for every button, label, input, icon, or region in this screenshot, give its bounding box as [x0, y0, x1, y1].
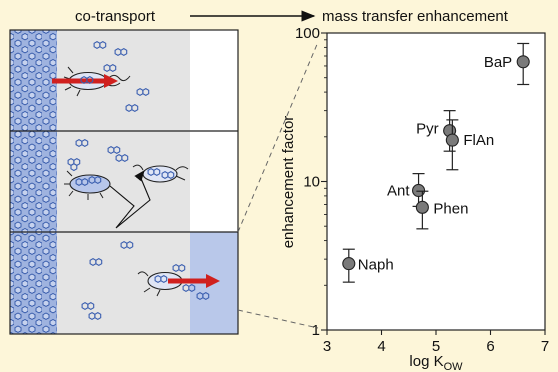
x-axis-label-sub: OW	[444, 361, 464, 372]
x-tick-label-2: 5	[432, 338, 440, 355]
y-tick-label-0: 1	[312, 322, 320, 339]
y-tick-label-1: 10	[303, 174, 320, 191]
bacterium-scene-2	[64, 139, 189, 229]
schematic-panels	[9, 29, 239, 335]
point-label-phen: Phen	[433, 200, 468, 217]
bacterium-scene-3	[81, 241, 220, 320]
tick-layer: 3 4 5 6 7 1 10 100	[295, 25, 549, 355]
random-walk-path	[109, 175, 151, 229]
panel-frame	[9, 29, 239, 335]
header-right-label: mass transfer enhancement	[322, 8, 509, 25]
scatter-chart: enhancement factor log KOW 3 4 5 6 7 1 10 100 N…	[280, 25, 549, 372]
point-label-ant: Ant	[387, 182, 410, 199]
y-tick-label-2: 100	[295, 25, 320, 42]
x-tick-label-4: 7	[541, 338, 549, 355]
bacterium-scene-1	[52, 41, 150, 112]
y-axis-label: enhancement factor	[280, 116, 297, 249]
x-axis-label: log KOW	[409, 353, 463, 372]
x-tick-label-1: 4	[377, 338, 385, 355]
point-label-naph: Naph	[358, 257, 394, 274]
point-label-flan: FlAn	[463, 132, 494, 149]
plot-area	[326, 32, 546, 331]
point-label-pyr: Pyr	[416, 121, 439, 138]
zoom-line-bottom	[237, 309, 319, 329]
sediment-column	[10, 30, 57, 334]
point-phen	[415, 200, 429, 214]
x-tick-label-3: 6	[486, 338, 494, 355]
zoom-line-top	[237, 41, 319, 233]
point-bap	[516, 55, 530, 69]
marks-layer: Naph Ant Phen Pyr FlAn BaP	[342, 42, 530, 283]
point-ant	[412, 183, 426, 198]
x-axis-label-main: log K	[409, 353, 443, 370]
x-tick-label-0: 3	[323, 338, 331, 355]
point-label-bap: BaP	[484, 54, 512, 71]
point-flan	[445, 133, 459, 147]
point-naph	[342, 257, 356, 271]
header-left-label: co-transport	[75, 8, 156, 25]
